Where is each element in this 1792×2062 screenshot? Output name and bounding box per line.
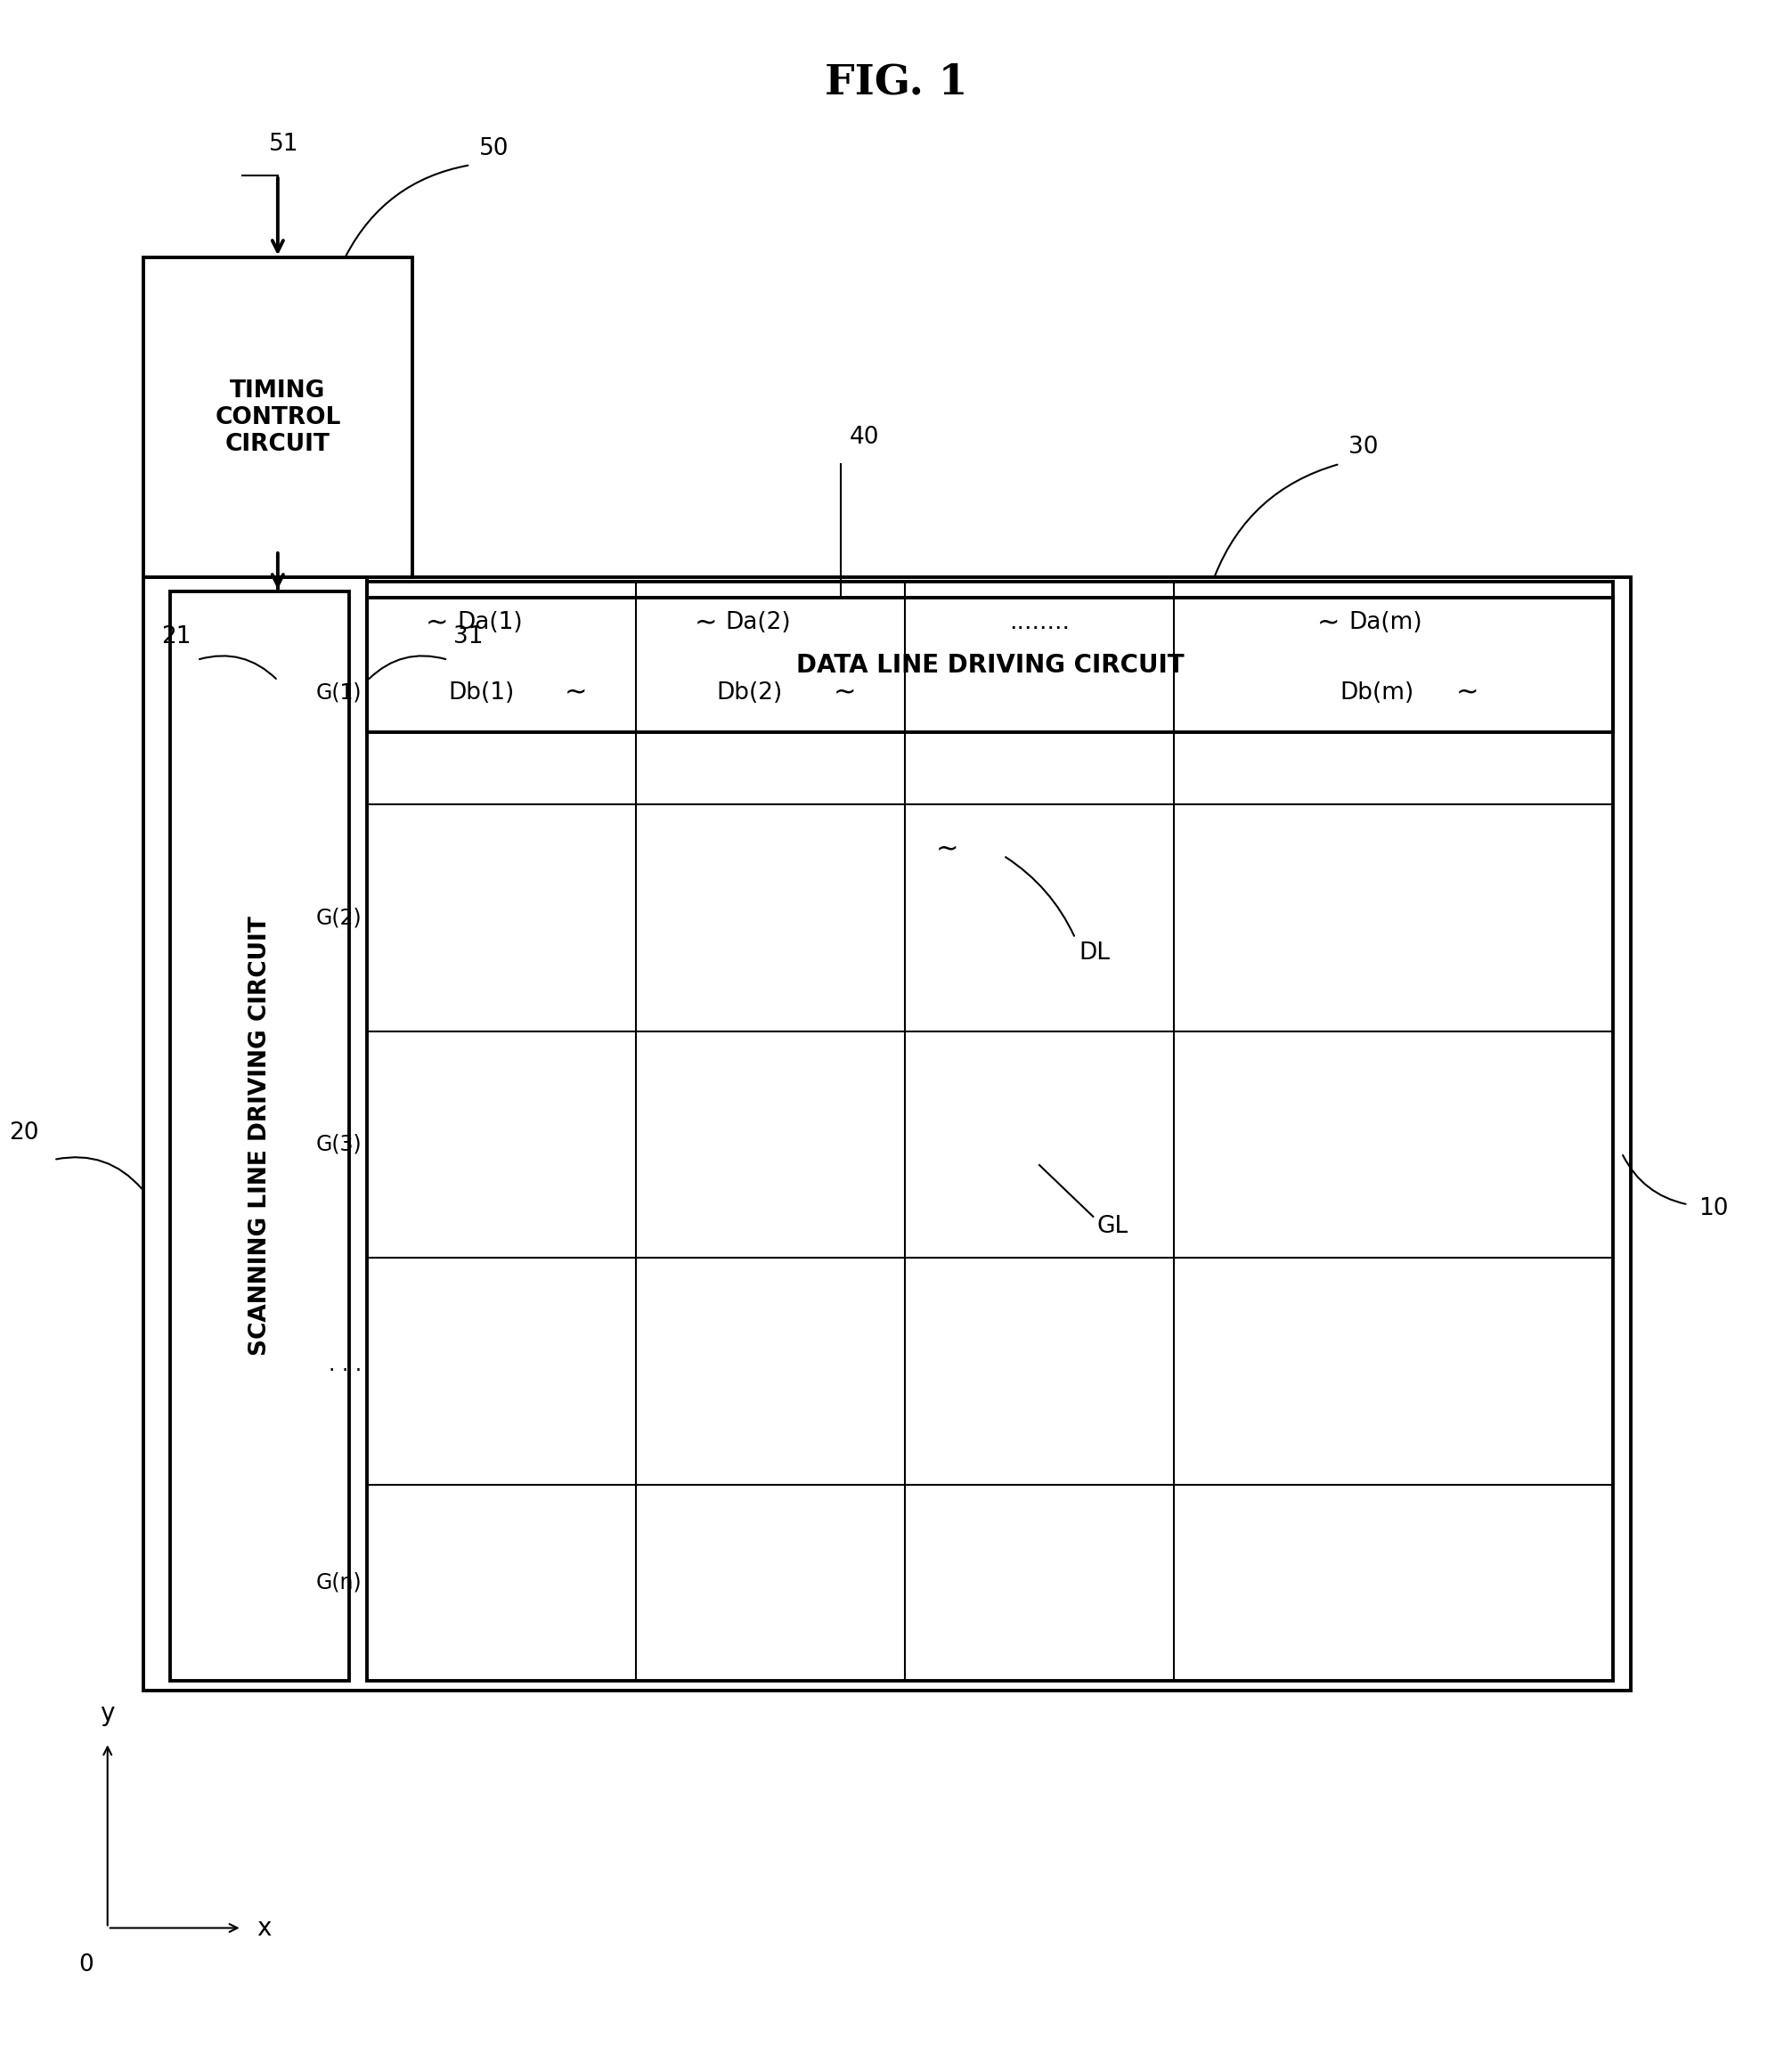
Text: 50: 50 [480,136,509,161]
Text: 0: 0 [79,1953,93,1977]
Text: TIMING
CONTROL
CIRCUIT: TIMING CONTROL CIRCUIT [215,379,340,456]
Bar [143,258,412,577]
Text: y: y [100,1701,115,1726]
Text: ........: ........ [1009,610,1070,635]
Text: x: x [256,1916,271,1940]
Text: 21: 21 [161,625,192,650]
Text: ∼: ∼ [935,837,959,862]
Text: · · ·: · · · [330,1361,362,1382]
Text: 20: 20 [9,1122,39,1144]
Text: DATA LINE DRIVING CIRCUIT: DATA LINE DRIVING CIRCUIT [796,652,1185,678]
Text: G(2): G(2) [315,907,362,928]
Text: ∼: ∼ [1455,680,1478,705]
Text: ∼: ∼ [833,680,857,705]
Text: 51: 51 [269,132,299,157]
Text: ∼: ∼ [694,610,717,635]
Text: G(1): G(1) [315,683,362,703]
Text: Db(2): Db(2) [717,680,783,705]
Text: 40: 40 [849,425,880,450]
Bar [367,598,1613,732]
Bar [143,577,1631,1691]
Text: FIG. 1: FIG. 1 [824,62,968,103]
Text: Db(m): Db(m) [1339,680,1414,705]
Text: ∼: ∼ [564,680,588,705]
Text: GL: GL [1097,1215,1129,1239]
Text: 30: 30 [1349,435,1378,460]
Text: 31: 31 [453,625,484,650]
Bar [367,581,1613,1681]
Text: Da(m): Da(m) [1349,610,1423,635]
Text: ∼: ∼ [425,610,448,635]
Text: G(n): G(n) [315,1571,362,1594]
Text: DL: DL [1079,940,1109,965]
Text: Da(2): Da(2) [726,610,792,635]
Bar [170,592,349,1681]
Text: G(3): G(3) [315,1134,362,1155]
Text: 10: 10 [1699,1198,1729,1221]
Text: Db(1): Db(1) [448,680,514,705]
Text: ∼: ∼ [1317,610,1339,635]
Text: Da(1): Da(1) [457,610,523,635]
Text: SCANNING LINE DRIVING CIRCUIT: SCANNING LINE DRIVING CIRCUIT [249,916,271,1357]
